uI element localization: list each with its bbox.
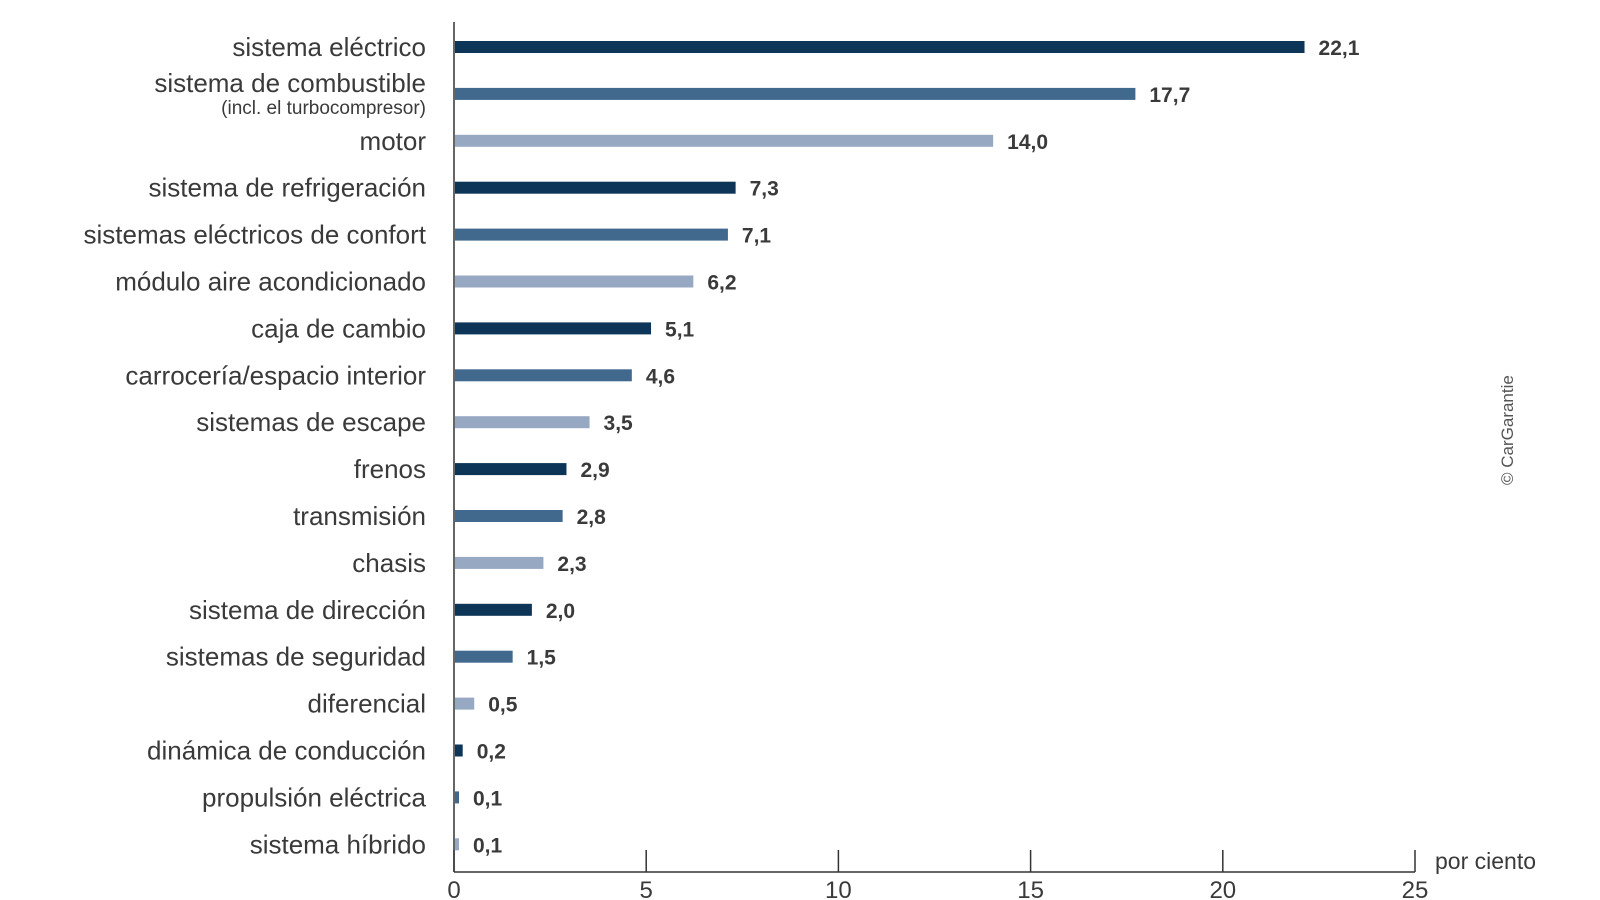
value-label: 4,6 (646, 365, 675, 388)
category-label: motor (360, 126, 427, 156)
category-label: sistemas de seguridad (166, 642, 426, 672)
bar (455, 181, 736, 194)
bar (455, 697, 475, 710)
category-label: transmisión (293, 501, 426, 531)
category-label: sistema eléctrico (232, 32, 426, 62)
x-tick-label: 0 (447, 877, 460, 900)
value-label: 5,1 (665, 318, 695, 341)
value-labels: 22,1 17,7 14,0 7,3 7,1 6,2 5,1 4,6 3,5 2,9 2,8 2,3 2… (473, 37, 1360, 857)
category-label: sistema híbrido (250, 829, 426, 859)
value-label: 2,8 (577, 506, 607, 529)
value-label: 7,1 (742, 225, 772, 248)
bar (455, 603, 532, 616)
value-label: 2,9 (580, 459, 609, 482)
x-tick-label: 5 (640, 877, 653, 900)
x-axis-unit-label: por ciento (1435, 848, 1536, 874)
bar (455, 838, 459, 851)
value-label: 0,1 (473, 787, 503, 810)
category-labels: sistema eléctrico sistema de combustible(… (84, 32, 427, 859)
bar (455, 228, 728, 241)
value-label: 6,2 (707, 272, 736, 295)
value-label: 1,5 (527, 647, 557, 670)
category-note: (incl. el turbocompresor) (221, 98, 426, 119)
bars-layer (455, 41, 1305, 851)
value-label: 0,2 (477, 741, 506, 764)
category-label: sistema de combustible (154, 68, 426, 98)
category-label: sistemas de escape (196, 407, 426, 437)
bar (455, 369, 632, 382)
bar (455, 510, 563, 522)
bar (455, 556, 544, 569)
value-label: 2,3 (557, 553, 586, 576)
x-axis: 0 5 10 15 20 25 (447, 22, 1428, 900)
bar (455, 134, 994, 147)
category-label: sistema de dirección (189, 595, 426, 625)
category-label: dinámica de conducción (147, 736, 426, 766)
category-label: módulo aire acondicionado (115, 267, 426, 297)
value-label: 14,0 (1007, 131, 1048, 154)
value-label: 22,1 (1319, 37, 1360, 60)
bar (455, 87, 1136, 100)
category-label: sistema de refrigeración (149, 173, 426, 203)
bar (455, 322, 652, 335)
category-label: frenos (354, 454, 426, 484)
bar (455, 650, 513, 663)
value-label: 0,5 (488, 694, 518, 717)
value-label: 17,7 (1149, 84, 1190, 107)
bar (455, 41, 1305, 53)
category-label: sistemas eléctricos de confort (84, 220, 427, 250)
bar (455, 416, 590, 429)
x-tick-label: 10 (825, 877, 852, 900)
category-label: chasis (352, 548, 426, 578)
value-label: 2,0 (546, 600, 575, 623)
x-tick-label: 25 (1402, 877, 1429, 900)
value-label: 0,1 (473, 834, 503, 857)
category-label: carrocería/espacio interior (125, 360, 426, 390)
category-label: caja de cambio (251, 313, 426, 343)
value-label: 3,5 (604, 412, 634, 435)
copyright-credit: © CarGarantie (1498, 375, 1517, 485)
bar (455, 463, 567, 476)
category-label: propulsión eléctrica (202, 782, 427, 812)
value-label: 7,3 (750, 178, 779, 201)
x-tick-label: 20 (1209, 877, 1236, 900)
bar (455, 791, 459, 804)
category-label: diferencial (307, 689, 426, 719)
x-tick-label: 15 (1017, 877, 1044, 900)
bar (455, 744, 463, 757)
bar (455, 275, 694, 288)
